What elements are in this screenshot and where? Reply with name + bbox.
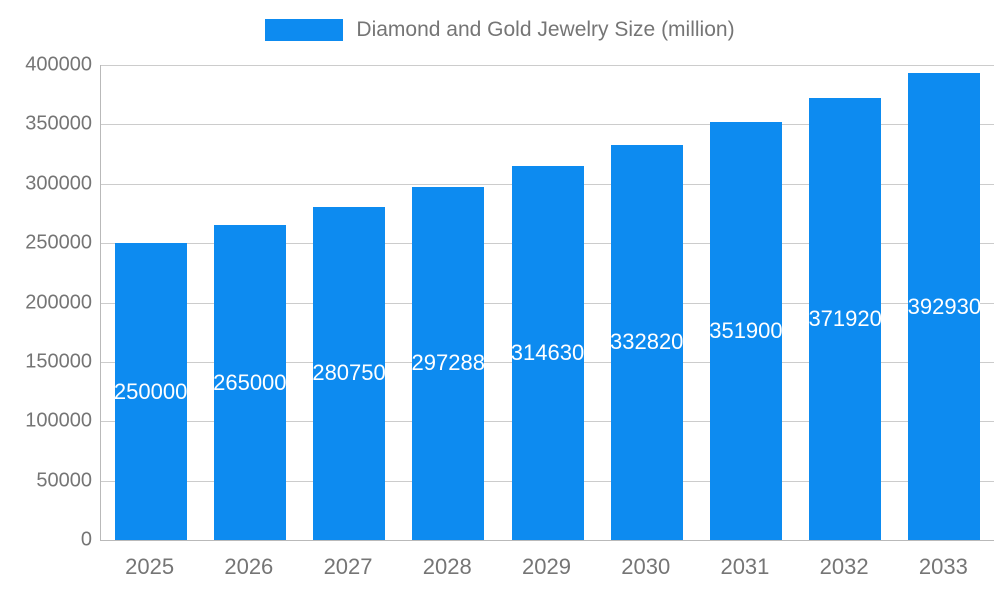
- bar-2033: [908, 73, 981, 540]
- y-tick-label: 200000: [25, 291, 92, 313]
- x-tick-label: 2032: [819, 554, 869, 579]
- bar-2027: [313, 206, 386, 540]
- y-tick-label: 100000: [25, 409, 92, 432]
- bar-value-label: 371920: [808, 306, 882, 332]
- y-tick-label: 250000: [25, 231, 92, 254]
- y-tick-label: 50000: [36, 469, 92, 492]
- bar-value-label: 332820: [610, 329, 684, 355]
- bar-value-label: 265000: [213, 369, 287, 395]
- x-tick-label: 2029: [522, 554, 571, 579]
- bar-2032: [809, 98, 882, 540]
- bar-value-label: 250000: [113, 378, 188, 404]
- bar-value-label: 314630: [510, 340, 585, 366]
- y-axis: 0 50000 100000 150000 200000 250000 300000 3500…: [0, 54, 92, 551]
- x-axis: 2025 2026 2027 2028 2029 2030 2031 2032 2033: [100, 548, 993, 584]
- bar-value-label: 351900: [709, 318, 783, 344]
- plot-area: 250000 265000 280750 297288 314630 332820 3519…: [100, 65, 994, 541]
- legend[interactable]: Diamond and Gold Jewelry Size (million): [0, 16, 1000, 44]
- y-tick-label: 300000: [25, 172, 92, 195]
- bar-value-label: 392930: [907, 293, 982, 319]
- bar-2026: [213, 225, 286, 540]
- y-tick-label: 150000: [25, 350, 92, 373]
- legend-swatch-icon: [265, 19, 344, 41]
- bar-2030: [610, 144, 683, 540]
- bar-2025: [114, 243, 187, 540]
- bar-2028: [412, 186, 485, 540]
- x-tick-label: 2026: [224, 554, 274, 579]
- x-tick-label: 2027: [323, 554, 373, 579]
- bar-value-label: 280750: [312, 360, 386, 386]
- y-tick-label: 400000: [25, 53, 92, 76]
- x-tick-label: 2031: [720, 554, 770, 579]
- bar-value-label: 297288: [411, 350, 485, 376]
- gridline: [101, 65, 994, 66]
- y-tick-label: 0: [80, 528, 92, 551]
- x-tick-label: 2033: [918, 554, 968, 579]
- x-tick-label: 2030: [621, 554, 671, 579]
- x-tick-label: 2028: [422, 554, 472, 579]
- bar-2031: [709, 122, 782, 540]
- gridline: [101, 124, 994, 126]
- y-tick-label: 350000: [25, 112, 92, 135]
- bar-2029: [511, 166, 584, 540]
- legend-label: Diamond and Gold Jewelry Size (million): [356, 18, 735, 41]
- x-tick-label: 2025: [125, 554, 175, 579]
